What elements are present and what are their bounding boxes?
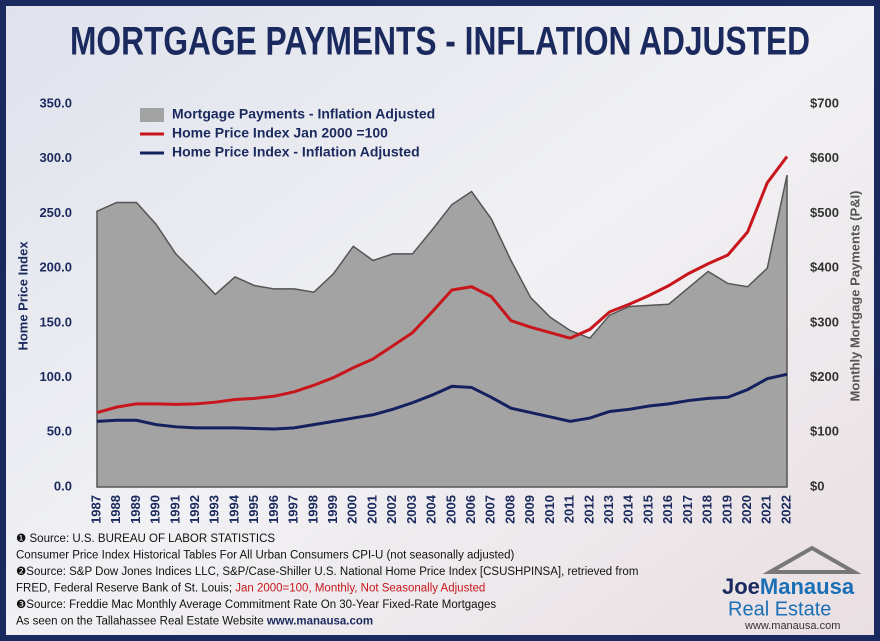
x-tick-label: 1994 (226, 494, 241, 524)
footnote-part: FRED, Federal Reserve Bank of St. Louis; (16, 583, 235, 595)
x-tick-label: 2008 (502, 495, 517, 524)
y-tick-label: 200.0 (39, 260, 72, 275)
y2-tick-label: $600 (810, 150, 839, 165)
x-tick-label: 1996 (266, 495, 281, 524)
x-tick-label: 2002 (384, 495, 399, 524)
x-tick-label: 2012 (581, 495, 596, 524)
y-tick-label: 100.0 (39, 369, 72, 384)
x-tick-label: 2003 (404, 495, 419, 524)
x-tick-label: 2019 (719, 495, 734, 524)
footnote-part: As seen on the Tallahassee Real Estate W… (16, 616, 267, 628)
x-tick-label: 2009 (522, 495, 537, 524)
x-tick-label: 2022 (778, 495, 793, 524)
y2-tick-label: $400 (810, 260, 839, 275)
x-tick-label: 1998 (305, 495, 320, 524)
y-tick-label: 0.0 (54, 478, 72, 493)
y-tick-label: 250.0 (39, 205, 72, 220)
footnote: Consumer Price Index Historical Tables F… (16, 550, 514, 562)
chart-title: MORTGAGE PAYMENTS - INFLATION ADJUSTED (70, 20, 810, 64)
legend-swatch (140, 108, 164, 122)
x-tick-label: 2020 (739, 495, 754, 524)
x-tick-label: 1999 (325, 495, 340, 524)
y2-tick-label: $100 (810, 424, 839, 439)
logo-sub: Real Estate (728, 598, 831, 620)
footnote-part: www.manausa.com (266, 616, 373, 628)
x-tick-label: 2021 (759, 495, 774, 524)
footnote-part: Consumer Price Index Historical Tables F… (16, 550, 514, 562)
x-tick-label: 2010 (542, 495, 557, 524)
x-tick-label: 2004 (424, 494, 439, 524)
footnote: ❷Source: S&P Dow Jones Indices LLC, S&P/… (16, 566, 638, 578)
y2-tick-label: $500 (810, 205, 839, 220)
y-tick-label: 150.0 (39, 314, 72, 329)
logo-url: www.manausa.com (744, 620, 840, 632)
y-axis-title: Home Price Index (15, 241, 30, 351)
x-tick-label: 1988 (108, 495, 123, 524)
x-tick-label: 2015 (640, 495, 655, 524)
x-tick-label: 2000 (345, 495, 360, 524)
y2-tick-label: $300 (810, 314, 839, 329)
x-tick-label: 1991 (167, 495, 182, 524)
footnote: ❸Source: Freddie Mac Monthly Average Com… (16, 599, 496, 611)
x-tick-label: 2017 (680, 495, 695, 524)
logo-roof (762, 545, 862, 574)
x-tick-label: 1987 (88, 495, 103, 524)
footnote-part: ❸Source: Freddie Mac Monthly Average Com… (16, 599, 496, 611)
area (96, 174, 788, 488)
footnote-part: ❶ Source: U.S. BUREAU OF LABOR STATISTIC… (16, 533, 275, 545)
y2-tick-label: $0 (810, 478, 824, 493)
y2-tick-label: $700 (810, 95, 839, 110)
footnote: FRED, Federal Reserve Bank of St. Louis;… (16, 583, 485, 595)
line (96, 155, 789, 415)
footnote-part: ❷Source: S&P Dow Jones Indices LLC, S&P/… (16, 566, 638, 578)
x-tick-label: 2007 (483, 495, 498, 524)
logo: JoeManausa Real Estate www.manausa.com (722, 545, 862, 632)
x-tick-label: 2014 (621, 494, 636, 524)
x-tick-label: 1995 (246, 495, 261, 524)
logo-name: JoeManausa (722, 574, 855, 599)
x-tick-label: 1992 (187, 495, 202, 524)
x-tick-label: 2018 (700, 495, 715, 524)
x-tick-label: 2005 (443, 495, 458, 524)
y-tick-label: 50.0 (47, 424, 72, 439)
legend-label: Mortgage Payments - Inflation Adjusted (172, 106, 435, 122)
legend-label: Home Price Index Jan 2000 =100 (172, 125, 388, 141)
footnote: ❶ Source: U.S. BUREAU OF LABOR STATISTIC… (16, 533, 275, 545)
x-tick-label: 2006 (463, 495, 478, 524)
y2-tick-label: $200 (810, 369, 839, 384)
footnote: As seen on the Tallahassee Real Estate W… (16, 616, 373, 628)
logo-name-b: Manausa (760, 574, 855, 599)
y-tick-label: 350.0 (39, 95, 72, 110)
x-tick-label: 1990 (148, 495, 163, 524)
logo-name-a: Joe (722, 574, 760, 599)
legend-label: Home Price Index - Inflation Adjusted (172, 144, 420, 160)
line (96, 372, 788, 431)
x-tick-label: 1993 (207, 495, 222, 524)
x-tick-label: 2013 (601, 495, 616, 524)
x-tick-label: 2001 (364, 495, 379, 524)
y-tick-label: 300.0 (39, 150, 72, 165)
y2-axis-title: Monthly Mortgage Payments (P&I) (847, 191, 862, 402)
x-tick-label: 1989 (128, 495, 143, 524)
x-tick-label: 2016 (660, 495, 675, 524)
x-tick-label: 1997 (286, 495, 301, 524)
footnote-part: Jan 2000=100, Monthly, Not Seasonally Ad… (235, 583, 485, 595)
x-tick-label: 2011 (562, 495, 577, 523)
